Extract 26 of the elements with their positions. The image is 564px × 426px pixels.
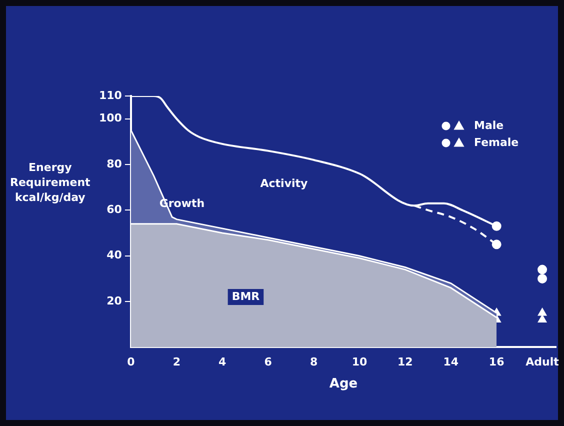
x-tick-label: 0 <box>127 356 136 369</box>
annotation: Activity <box>260 176 308 190</box>
x-tick-label: 14 <box>443 356 459 369</box>
point <box>538 315 547 323</box>
y-tick-label: 110 <box>98 88 122 102</box>
y-tick-label: 100 <box>98 112 122 125</box>
x-tick-label: 10 <box>352 356 368 369</box>
point <box>538 264 548 274</box>
y-axis-title: Energy Requirement kcal/kg/day <box>10 160 90 205</box>
x-axis-title: Age <box>329 376 358 392</box>
point <box>538 274 548 284</box>
x-tick-label: 12 <box>398 356 413 369</box>
point <box>538 308 547 316</box>
x-tick-label: 2 <box>172 356 180 369</box>
y-tick-label: 60 <box>106 203 122 216</box>
x-tick-label: 8 <box>310 356 318 369</box>
x-tick-label: 16 <box>488 356 505 369</box>
legend-label: Female <box>474 136 519 149</box>
y-tick-label: 80 <box>106 157 122 170</box>
legend-label: Male <box>474 118 504 132</box>
annotation: BMR <box>232 290 260 303</box>
x-tick-label: 6 <box>264 356 272 369</box>
y-tick-label: 40 <box>106 248 122 262</box>
x-tick-label: Adult <box>526 356 559 369</box>
x-tick-label: 4 <box>218 356 227 369</box>
y-tick-label: 20 <box>106 294 122 308</box>
